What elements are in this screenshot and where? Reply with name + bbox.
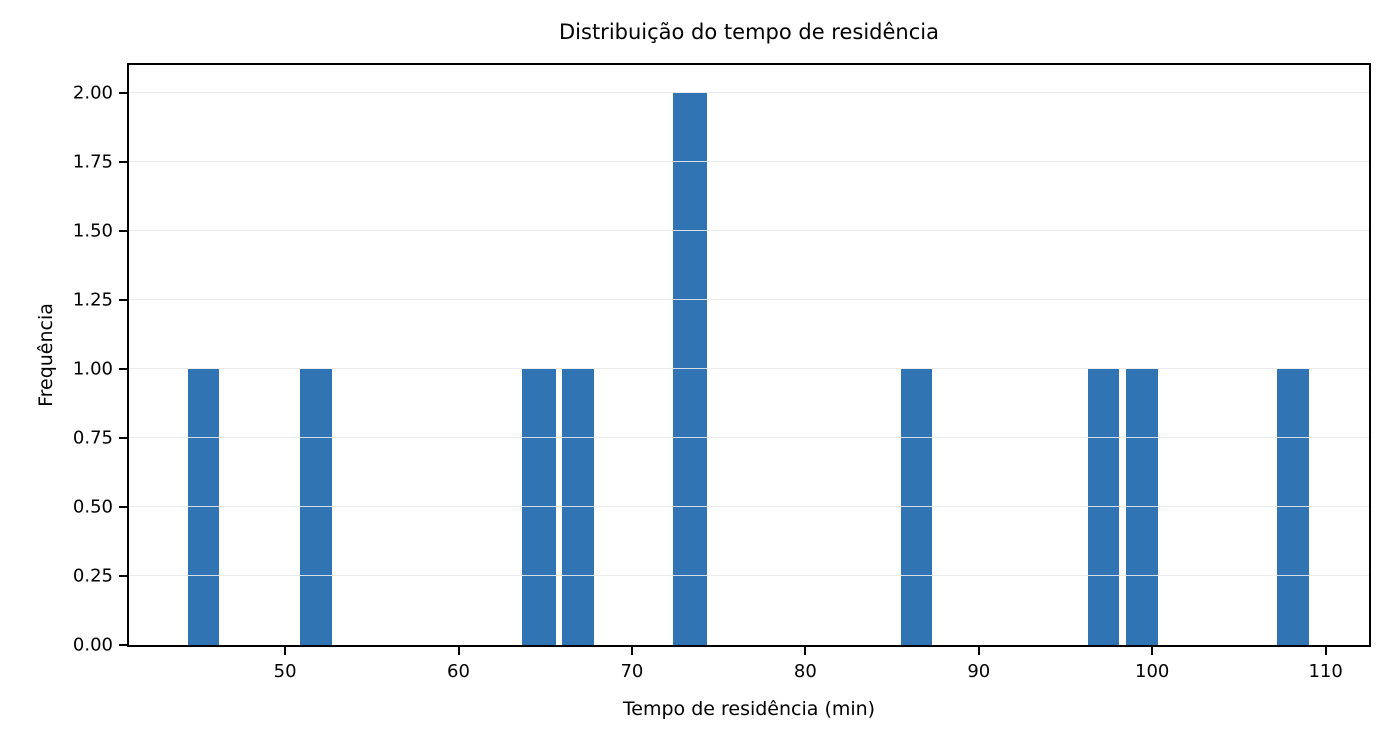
x-tick-mark	[284, 647, 287, 655]
y-tick-mark	[119, 574, 127, 577]
plot-area: 50 60 70 80 90 100 110 0.00 0.25 0.50 0.75 1.00 1.25…	[73, 63, 1371, 682]
y-tick-label: 1.75	[72, 151, 113, 173]
x-tick-label: 80	[793, 661, 817, 682]
y-tick-label: 1.00	[72, 358, 113, 380]
x-tick-label: 100	[1135, 661, 1170, 682]
gridline	[129, 161, 1369, 163]
x-tick-label: 110	[1308, 661, 1343, 682]
gridline	[129, 230, 1369, 232]
y-tick-mark	[119, 644, 127, 646]
y-tick-mark	[119, 436, 127, 439]
x-tick-label: 90	[967, 661, 991, 682]
y-tick-mark	[119, 298, 127, 301]
x-tick-mark	[977, 647, 980, 655]
x-tick-mark	[1151, 647, 1154, 655]
y-tick-mark	[119, 229, 127, 232]
x-tick-label: 70	[620, 661, 644, 682]
gridline	[129, 368, 1369, 370]
y-tick-label: 0.75	[72, 427, 113, 449]
x-tick-mark	[630, 647, 633, 655]
x-tick-mark	[457, 647, 460, 655]
gridline	[129, 299, 1369, 301]
y-tick-mark	[119, 91, 127, 94]
y-tick-label: 0.00	[72, 634, 113, 656]
chart-title: Distribuição do tempo de residência	[559, 20, 939, 44]
y-tick-label: 0.25	[72, 565, 113, 587]
x-tick-label: 60	[447, 661, 470, 682]
y-tick-mark	[119, 160, 127, 163]
y-tick-mark	[119, 505, 127, 508]
x-axis-label: Tempo de residência (min)	[622, 698, 876, 720]
y-tick-label: 0.50	[72, 496, 113, 518]
y-tick-mark	[119, 367, 127, 370]
y-tick-label: 2.00	[72, 82, 113, 104]
gridline	[129, 575, 1369, 577]
y-axis-label: Frequência	[35, 303, 57, 407]
x-tick-label: 50	[273, 661, 297, 682]
gridline	[129, 92, 1369, 94]
y-tick-label: 1.50	[72, 220, 113, 242]
y-tick-label: 1.25	[72, 289, 113, 311]
x-tick-mark	[1324, 647, 1327, 655]
gridline	[129, 506, 1369, 508]
gridline	[129, 437, 1369, 439]
x-tick-mark	[804, 647, 807, 655]
